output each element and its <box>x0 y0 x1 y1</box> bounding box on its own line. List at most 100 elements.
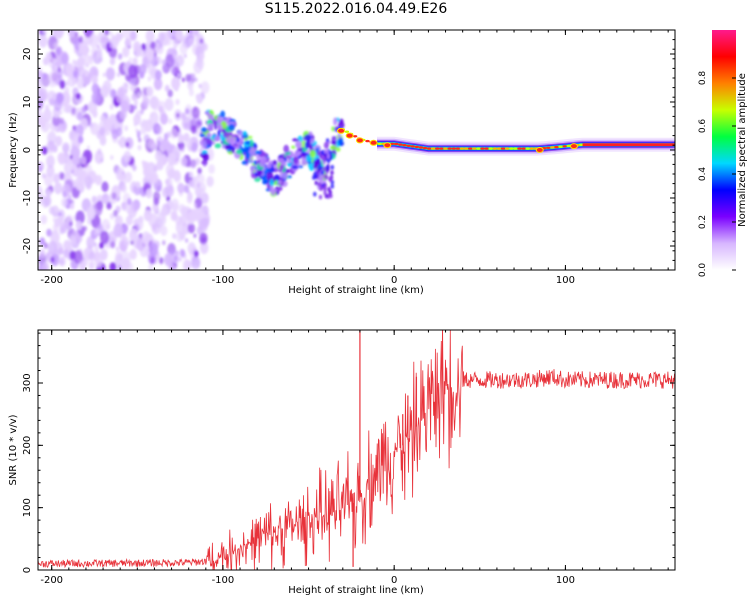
noise-blob <box>191 255 201 270</box>
noise-blob <box>173 169 181 181</box>
spectrogram-x-tick-label: -100 <box>212 275 235 286</box>
noise-blob <box>38 70 44 82</box>
noise-blob <box>173 255 178 262</box>
carrier-core <box>352 135 358 138</box>
colorbar-gradient-bar <box>712 30 736 270</box>
noise-blob <box>110 241 116 249</box>
noise-blob <box>54 182 63 195</box>
noise-blob <box>179 43 188 55</box>
signal-blob <box>335 146 341 152</box>
noise-blob <box>77 135 84 144</box>
noise-blob <box>99 249 108 261</box>
carrier-core <box>500 147 506 150</box>
noise-blob <box>194 77 198 82</box>
noise-blob <box>78 166 82 173</box>
noise-blob <box>133 114 142 126</box>
noise-blob <box>172 233 177 240</box>
noise-blob <box>94 246 99 253</box>
noise-blob <box>142 56 149 66</box>
noise-blob <box>187 222 195 234</box>
signal-blob <box>254 172 258 177</box>
signal-blob <box>250 165 256 173</box>
signal-blob <box>330 164 335 170</box>
signal-blob <box>241 160 248 166</box>
signal-blob <box>225 136 233 144</box>
noise-blob <box>199 66 203 70</box>
carrier-core <box>439 147 444 150</box>
carrier-core <box>377 142 382 145</box>
noise-blob <box>187 192 193 201</box>
signal-blob <box>224 144 230 150</box>
noise-blob <box>125 141 130 148</box>
noise-blob <box>199 241 209 255</box>
signal-blob <box>200 133 206 137</box>
noise-blob <box>83 248 90 258</box>
signal-blob <box>243 146 248 153</box>
carrier-core <box>550 146 555 149</box>
noise-blob <box>133 99 139 106</box>
carrier-core <box>365 139 370 143</box>
signal-blob <box>286 159 292 164</box>
noise-blob <box>172 38 179 49</box>
signal-blob <box>329 145 337 151</box>
noise-blob <box>52 114 61 127</box>
noise-blob <box>166 131 171 138</box>
noise-blob <box>106 201 112 210</box>
noise-blob <box>133 104 137 110</box>
noise-blob <box>109 262 117 270</box>
noise-blob <box>167 89 173 98</box>
noise-blob <box>155 56 162 65</box>
signal-blob <box>231 148 235 153</box>
carrier-core <box>418 146 424 149</box>
noise-blob <box>50 256 55 263</box>
signal-blob <box>318 194 323 200</box>
noise-blob <box>61 91 71 104</box>
noise-blob <box>48 70 58 84</box>
noise-blob <box>48 206 55 215</box>
signal-blob <box>216 124 223 130</box>
noise-blob <box>187 242 196 255</box>
colorbar-label: Normalized spectral amplitude <box>737 73 748 227</box>
noise-blob <box>43 195 52 207</box>
noise-blob <box>115 250 123 262</box>
noise-blob <box>186 160 192 168</box>
noise-blob <box>38 166 42 173</box>
signal-blob <box>326 153 330 160</box>
colorbar-tick-label: 0.4 <box>698 167 708 182</box>
noise-blob <box>38 185 43 199</box>
signal-blob <box>318 165 323 171</box>
snr-y-tick-label: 200 <box>22 436 33 455</box>
noise-blob <box>95 228 100 234</box>
carrier-core <box>402 144 407 147</box>
noise-blob <box>53 41 59 50</box>
signal-blob <box>257 169 263 176</box>
colorbar-ticks: 0.0 0.2 0.4 0.6 0.8 <box>698 71 736 277</box>
signal-blob <box>322 157 327 163</box>
noise-blob <box>122 81 129 92</box>
noise-blob <box>97 197 101 202</box>
signal-blob <box>277 186 283 191</box>
signal-blob <box>325 138 330 142</box>
noise-blob <box>184 54 187 58</box>
noise-blob <box>91 91 101 105</box>
noise-blob <box>129 228 138 242</box>
carrier-core <box>554 145 559 149</box>
signal-blob <box>317 182 322 187</box>
signal-blob <box>273 174 281 181</box>
noise-blob <box>171 76 181 91</box>
noise-blob <box>134 44 143 56</box>
noise-blob <box>53 58 57 64</box>
noise-blob <box>118 136 127 148</box>
signal-blob <box>244 140 251 145</box>
noise-blob <box>189 171 194 178</box>
noise-blob <box>114 123 119 130</box>
noise-blob <box>200 81 210 94</box>
noise-blob <box>63 249 70 258</box>
noise-blob <box>129 57 132 62</box>
signal-blob <box>266 163 272 169</box>
noise-blob <box>149 111 159 126</box>
noise-blob <box>141 43 147 51</box>
carrier-core <box>435 147 440 150</box>
noise-blob <box>177 182 185 194</box>
carrier-core <box>414 145 419 149</box>
